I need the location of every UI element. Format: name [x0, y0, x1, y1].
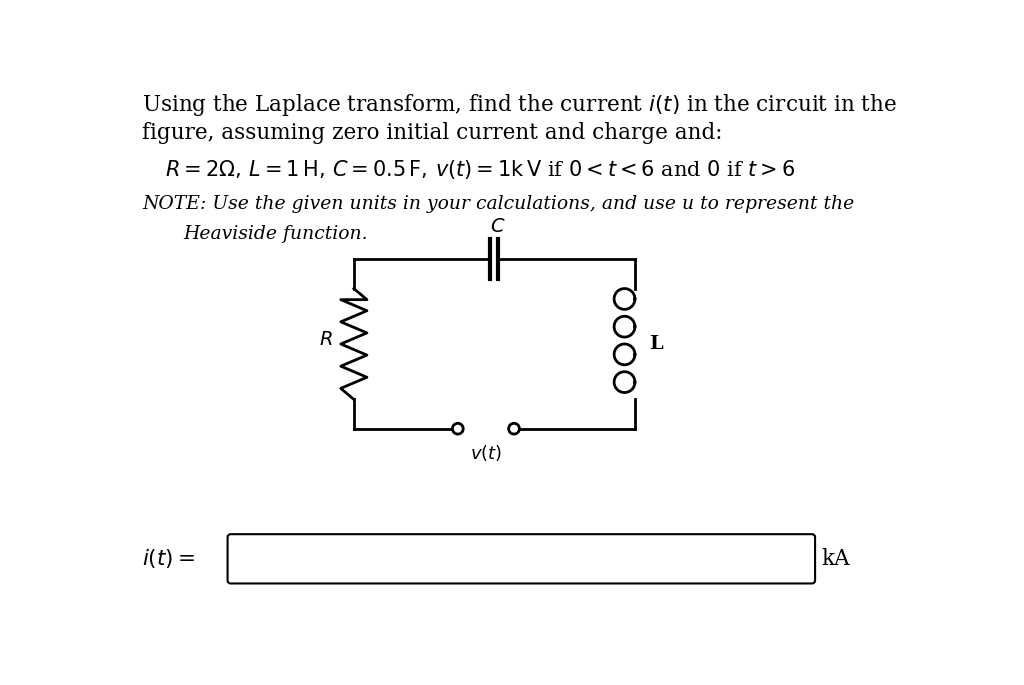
- FancyBboxPatch shape: [227, 534, 815, 584]
- Text: $R$: $R$: [318, 331, 333, 349]
- Text: Heaviside function.: Heaviside function.: [183, 225, 368, 242]
- Text: L: L: [649, 335, 663, 353]
- Circle shape: [509, 423, 519, 434]
- Text: figure, assuming zero initial current and charge and:: figure, assuming zero initial current an…: [142, 122, 723, 145]
- Text: kA: kA: [821, 548, 850, 570]
- Text: $R = 2\Omega,\, L = 1\,\mathrm{H},\, C = 0.5\,\mathrm{F},\, v(t) = 1\mathrm{k}\,: $R = 2\Omega,\, L = 1\,\mathrm{H},\, C =…: [165, 158, 796, 181]
- Text: $v(t)$: $v(t)$: [470, 443, 502, 462]
- Text: $i(t) =$: $i(t) =$: [142, 547, 196, 571]
- Text: $C$: $C$: [490, 219, 506, 236]
- Text: NOTE: Use the given units in your calculations, and use u to represent the: NOTE: Use the given units in your calcul…: [142, 195, 854, 214]
- Circle shape: [453, 423, 463, 434]
- Text: Using the Laplace transform, find the current $i(t)$ in the circuit in the: Using the Laplace transform, find the cu…: [142, 92, 897, 119]
